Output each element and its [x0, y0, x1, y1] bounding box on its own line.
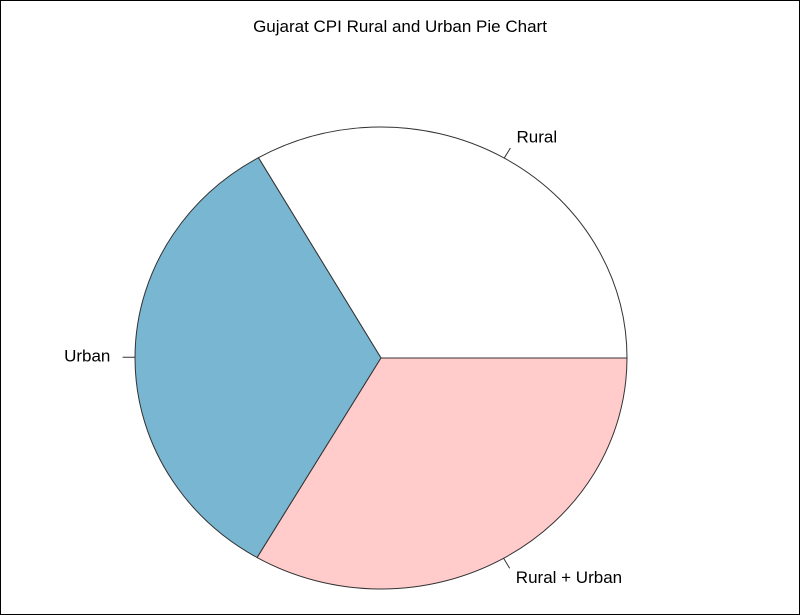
pie-label-rural: Rural: [517, 128, 558, 147]
chart-title: Gujarat CPI Rural and Urban Pie Chart: [253, 17, 547, 36]
pie-tick-rural: [503, 147, 511, 159]
pie-slice-urban: [134, 157, 382, 559]
pie-label-rural-urban: Rural + Urban: [516, 568, 622, 587]
pie-label-urban: Urban: [64, 347, 110, 366]
pie-slice-rural: [257, 126, 628, 359]
pie-slice-rural-urban: [256, 357, 628, 590]
pie-tick-rural-urban: [503, 558, 511, 569]
